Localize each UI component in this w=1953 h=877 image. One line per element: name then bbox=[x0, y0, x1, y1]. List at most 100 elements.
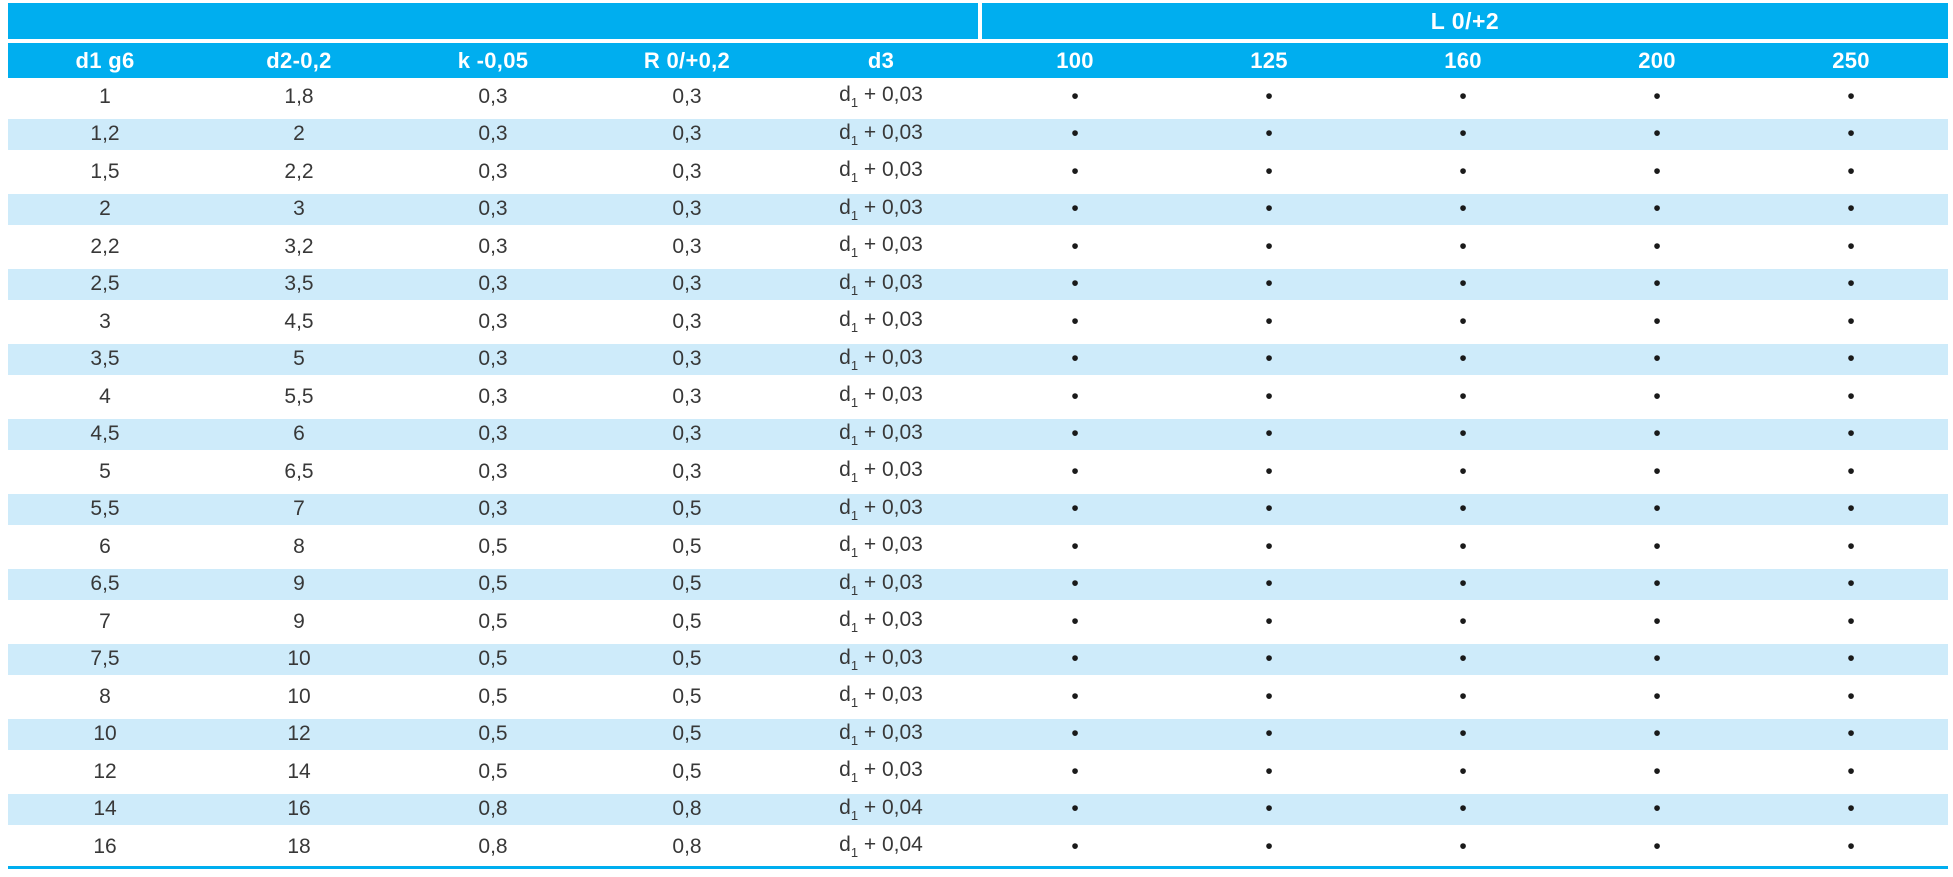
cell-length-100: • bbox=[978, 341, 1172, 379]
cell-r: 0,5 bbox=[672, 684, 702, 708]
cell-length-160: • bbox=[1459, 159, 1467, 183]
cell-length-200: • bbox=[1653, 534, 1661, 558]
cell-length-250: • bbox=[1754, 266, 1948, 304]
cell-r: 0,5 bbox=[590, 491, 784, 529]
table-header-row: d1 g6 d2-0,2 k -0,05 R 0/+0,2 d3 100 125… bbox=[8, 43, 1948, 78]
cell-length-100: • bbox=[978, 266, 1172, 304]
cell-length-200: • bbox=[1653, 384, 1661, 408]
cell-length-200: • bbox=[1653, 234, 1661, 258]
d3-base: d bbox=[839, 570, 851, 594]
cell-length-250: • bbox=[1754, 641, 1948, 679]
cell-k: 0,5 bbox=[396, 716, 590, 754]
d3-base: d bbox=[839, 383, 851, 407]
d3-subscript: 1 bbox=[850, 207, 859, 223]
cell-length-100: • bbox=[1071, 759, 1079, 783]
cell-length-125: • bbox=[1265, 384, 1273, 408]
cell-length-200: • bbox=[1560, 641, 1754, 679]
cell-length-100: • bbox=[1071, 834, 1079, 858]
cell-length-125: • bbox=[1172, 491, 1366, 529]
d3-tolerance: + 0,03 bbox=[858, 495, 923, 519]
d3-base: d bbox=[839, 270, 851, 294]
cell-k: 0,8 bbox=[396, 791, 590, 829]
cell-length-250: • bbox=[1754, 116, 1948, 154]
cell-length-100: • bbox=[1071, 459, 1079, 483]
column-header-l160: 160 bbox=[1366, 43, 1560, 78]
cell-d2: 2,2 bbox=[284, 159, 314, 183]
cell-length-160: • bbox=[1366, 566, 1560, 604]
cell-length-200: • bbox=[1653, 84, 1661, 108]
cell-length-125: • bbox=[1265, 534, 1273, 558]
cell-length-160: • bbox=[1459, 84, 1467, 108]
column-header-l100: 100 bbox=[978, 43, 1172, 78]
d3-tolerance: + 0,03 bbox=[858, 720, 923, 744]
cell-d1: 7,5 bbox=[8, 641, 202, 679]
cell-d3: d1 + 0,03 bbox=[784, 491, 978, 529]
column-header-d2: d2-0,2 bbox=[202, 43, 396, 78]
cell-length-100: • bbox=[1071, 159, 1079, 183]
band-separator bbox=[8, 39, 1948, 43]
cell-length-160: • bbox=[1366, 641, 1560, 679]
cell-length-125: • bbox=[1172, 566, 1366, 604]
cell-length-160: • bbox=[1459, 534, 1467, 558]
cell-length-160: • bbox=[1366, 341, 1560, 379]
cell-length-160: • bbox=[1459, 759, 1467, 783]
cell-length-100: • bbox=[1071, 684, 1079, 708]
cell-length-250: • bbox=[1847, 834, 1855, 858]
cell-d1: 3 bbox=[99, 309, 111, 333]
d3-tolerance: + 0,04 bbox=[858, 833, 923, 857]
group-band-left-spacer bbox=[8, 3, 978, 39]
cell-length-200: • bbox=[1653, 459, 1661, 483]
d3-base: d bbox=[839, 683, 851, 707]
cell-d3: d1 + 0,03 bbox=[784, 453, 978, 491]
cell-length-250: • bbox=[1754, 191, 1948, 229]
cell-length-200: • bbox=[1653, 834, 1661, 858]
d3-base: d bbox=[839, 120, 851, 144]
table-row: 10 12 0,5 0,5 d1 + 0,03 • • • • • bbox=[8, 716, 1948, 754]
cell-length-250: • bbox=[1847, 384, 1855, 408]
d3-subscript: 1 bbox=[850, 507, 859, 523]
d3-tolerance: + 0,03 bbox=[858, 683, 923, 707]
cell-k: 0,5 bbox=[478, 684, 508, 708]
column-header-d1: d1 g6 bbox=[8, 43, 202, 78]
d3-tolerance: + 0,03 bbox=[858, 195, 923, 219]
cell-length-250: • bbox=[1754, 341, 1948, 379]
d3-base: d bbox=[839, 533, 851, 557]
cell-length-160: • bbox=[1459, 684, 1467, 708]
d3-base: d bbox=[839, 720, 851, 744]
cell-d1: 6,5 bbox=[8, 566, 202, 604]
cell-d1: 4,5 bbox=[8, 416, 202, 454]
d3-tolerance: + 0,03 bbox=[858, 420, 923, 444]
d3-subscript: 1 bbox=[850, 657, 859, 673]
cell-d3: d1 + 0,03 bbox=[784, 303, 978, 341]
d3-base: d bbox=[839, 158, 851, 182]
cell-length-125: • bbox=[1265, 84, 1273, 108]
cell-length-250: • bbox=[1754, 416, 1948, 454]
table-row: 2 3 0,3 0,3 d1 + 0,03 • • • • • bbox=[8, 191, 1948, 229]
d3-base: d bbox=[839, 420, 851, 444]
cell-length-160: • bbox=[1366, 716, 1560, 754]
d3-subscript: 1 bbox=[850, 357, 859, 373]
cell-k: 0,3 bbox=[396, 341, 590, 379]
cell-d3: d1 + 0,03 bbox=[784, 78, 978, 116]
cell-r: 0,3 bbox=[590, 341, 784, 379]
d3-tolerance: + 0,03 bbox=[858, 608, 923, 632]
table-row: 4,5 6 0,3 0,3 d1 + 0,03 • • • • • bbox=[8, 416, 1948, 454]
cell-d2: 4,5 bbox=[284, 309, 314, 333]
d3-subscript: 1 bbox=[850, 620, 859, 636]
d3-base: d bbox=[839, 795, 851, 819]
table-row: 16 18 0,8 0,8 d1 + 0,04 • • • • • bbox=[8, 828, 1948, 866]
cell-length-125: • bbox=[1172, 641, 1366, 679]
cell-d1: 2,5 bbox=[8, 266, 202, 304]
cell-length-125: • bbox=[1265, 759, 1273, 783]
d3-tolerance: + 0,03 bbox=[858, 758, 923, 782]
table-body: 1 1,8 0,3 0,3 d1 + 0,03 • • • • • 1,2 2 0,3 0,3 d1 + 0… bbox=[8, 78, 1948, 866]
cell-length-250: • bbox=[1847, 459, 1855, 483]
cell-d2: 9 bbox=[293, 609, 305, 633]
cell-d2: 2 bbox=[202, 116, 396, 154]
table-row: 5,5 7 0,3 0,5 d1 + 0,03 • • • • • bbox=[8, 491, 1948, 529]
length-group-header: L 0/+2 bbox=[1430, 7, 1500, 34]
d3-subscript: 1 bbox=[850, 695, 859, 711]
cell-length-100: • bbox=[978, 566, 1172, 604]
cell-d3: d1 + 0,03 bbox=[784, 603, 978, 641]
column-header-l200: 200 bbox=[1560, 43, 1754, 78]
